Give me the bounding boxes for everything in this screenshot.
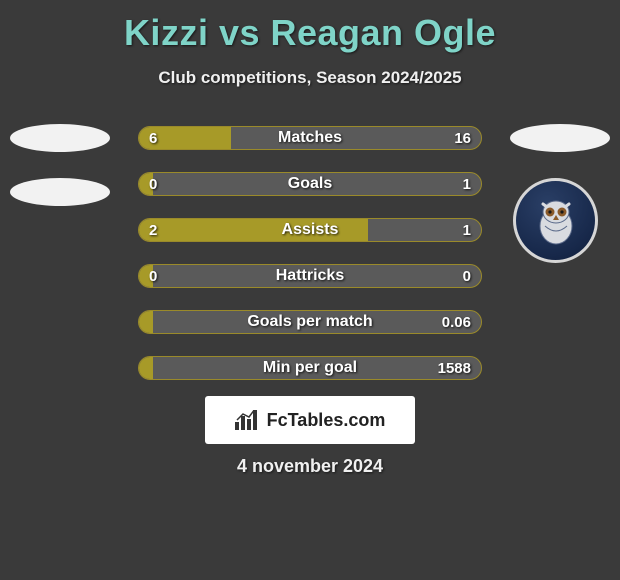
left-badge-top bbox=[10, 124, 110, 152]
date-label: 4 november 2024 bbox=[0, 456, 620, 477]
bar-row-min-per-goal: Min per goal 1588 bbox=[138, 356, 482, 380]
bar-chart-icon bbox=[235, 410, 259, 430]
bar-label: Assists bbox=[139, 219, 481, 241]
fctables-text: FcTables.com bbox=[267, 410, 386, 431]
ellipse-placeholder-icon bbox=[10, 124, 110, 152]
owl-icon bbox=[533, 196, 579, 246]
bar-row-assists: 2 Assists 1 bbox=[138, 218, 482, 242]
bar-right-value: 1 bbox=[463, 219, 471, 241]
bar-row-matches: 6 Matches 16 bbox=[138, 126, 482, 150]
left-badge-bottom bbox=[10, 178, 110, 206]
bar-row-goals-per-match: Goals per match 0.06 bbox=[138, 310, 482, 334]
right-badge-top bbox=[510, 124, 610, 152]
ellipse-placeholder-icon bbox=[10, 178, 110, 206]
bar-label: Matches bbox=[139, 127, 481, 149]
bar-label: Goals per match bbox=[139, 311, 481, 333]
bar-right-value: 16 bbox=[454, 127, 471, 149]
bar-row-hattricks: 0 Hattricks 0 bbox=[138, 264, 482, 288]
bar-label: Goals bbox=[139, 173, 481, 195]
club-crest-icon bbox=[513, 178, 598, 263]
page-subtitle: Club competitions, Season 2024/2025 bbox=[0, 68, 620, 88]
bar-right-value: 1588 bbox=[438, 357, 471, 379]
fctables-watermark: FcTables.com bbox=[205, 396, 415, 444]
bar-label: Hattricks bbox=[139, 265, 481, 287]
page-title: Kizzi vs Reagan Ogle bbox=[0, 0, 620, 54]
bar-right-value: 0.06 bbox=[442, 311, 471, 333]
bar-row-goals: 0 Goals 1 bbox=[138, 172, 482, 196]
comparison-bars: 6 Matches 16 0 Goals 1 2 Assists 1 0 Hat… bbox=[138, 126, 482, 402]
bar-right-value: 1 bbox=[463, 173, 471, 195]
ellipse-placeholder-icon bbox=[510, 124, 610, 152]
bar-label: Min per goal bbox=[139, 357, 481, 379]
bar-right-value: 0 bbox=[463, 265, 471, 287]
